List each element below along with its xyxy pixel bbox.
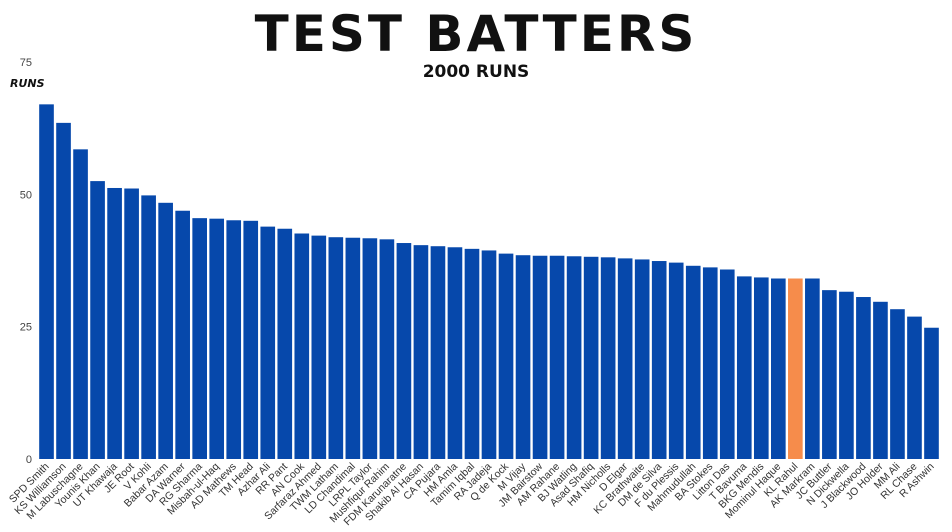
bar: [464, 248, 480, 459]
bar: [736, 276, 752, 459]
bar: [430, 246, 446, 459]
bar: [651, 261, 667, 459]
bar: [719, 269, 735, 459]
bar: [771, 278, 786, 459]
bar: [158, 202, 173, 460]
bar: [73, 149, 88, 459]
y-tick-label: 50: [20, 189, 32, 201]
bar: [617, 258, 633, 459]
bar: [685, 265, 701, 459]
bar: [549, 255, 565, 459]
bar: [890, 309, 905, 459]
bar: [39, 104, 54, 459]
bar: [243, 220, 259, 459]
bar: [907, 316, 922, 459]
bar: [600, 257, 616, 459]
bar: [805, 278, 820, 459]
bar: [277, 228, 293, 459]
y-axis-label: RUNS: [10, 77, 45, 90]
bar: [498, 253, 514, 459]
bar: [532, 255, 548, 459]
bar: [362, 238, 378, 459]
chart-title: TEST BATTERS: [254, 5, 698, 63]
bar: [345, 237, 361, 459]
bar: [702, 267, 718, 459]
bar: [583, 256, 599, 459]
bar-highlighted: [788, 278, 803, 459]
bar: [56, 122, 71, 460]
bar: [141, 195, 156, 459]
bar: [379, 239, 395, 459]
bar: [124, 188, 139, 459]
bar: [260, 226, 276, 459]
bar: [753, 277, 769, 459]
bar: [396, 243, 412, 459]
bar: [822, 290, 837, 459]
bar: [107, 187, 122, 460]
y-tick-label: 0: [26, 454, 32, 466]
bar: [311, 235, 327, 459]
bar: [175, 210, 190, 459]
bar: [515, 255, 531, 459]
y-tick-label: 75: [20, 57, 32, 69]
bar: [294, 233, 310, 459]
bar: [226, 220, 242, 459]
bar: [209, 218, 225, 459]
bar: [634, 259, 650, 459]
bar: [924, 327, 939, 459]
bar: [447, 247, 463, 459]
bar: [413, 245, 429, 459]
y-axis-ticks: 0 25 50 75: [20, 57, 32, 466]
bars: [39, 104, 939, 460]
bar: [328, 237, 344, 459]
chart-subtitle: 2000 RUNS: [422, 62, 530, 82]
bar: [856, 297, 871, 459]
bar: [481, 250, 497, 459]
y-tick-label: 25: [20, 322, 32, 334]
bar: [192, 218, 207, 459]
bar: [873, 301, 888, 459]
bar: [839, 291, 854, 459]
bar: [668, 262, 684, 459]
bar: [566, 256, 582, 459]
bar: [90, 181, 105, 459]
